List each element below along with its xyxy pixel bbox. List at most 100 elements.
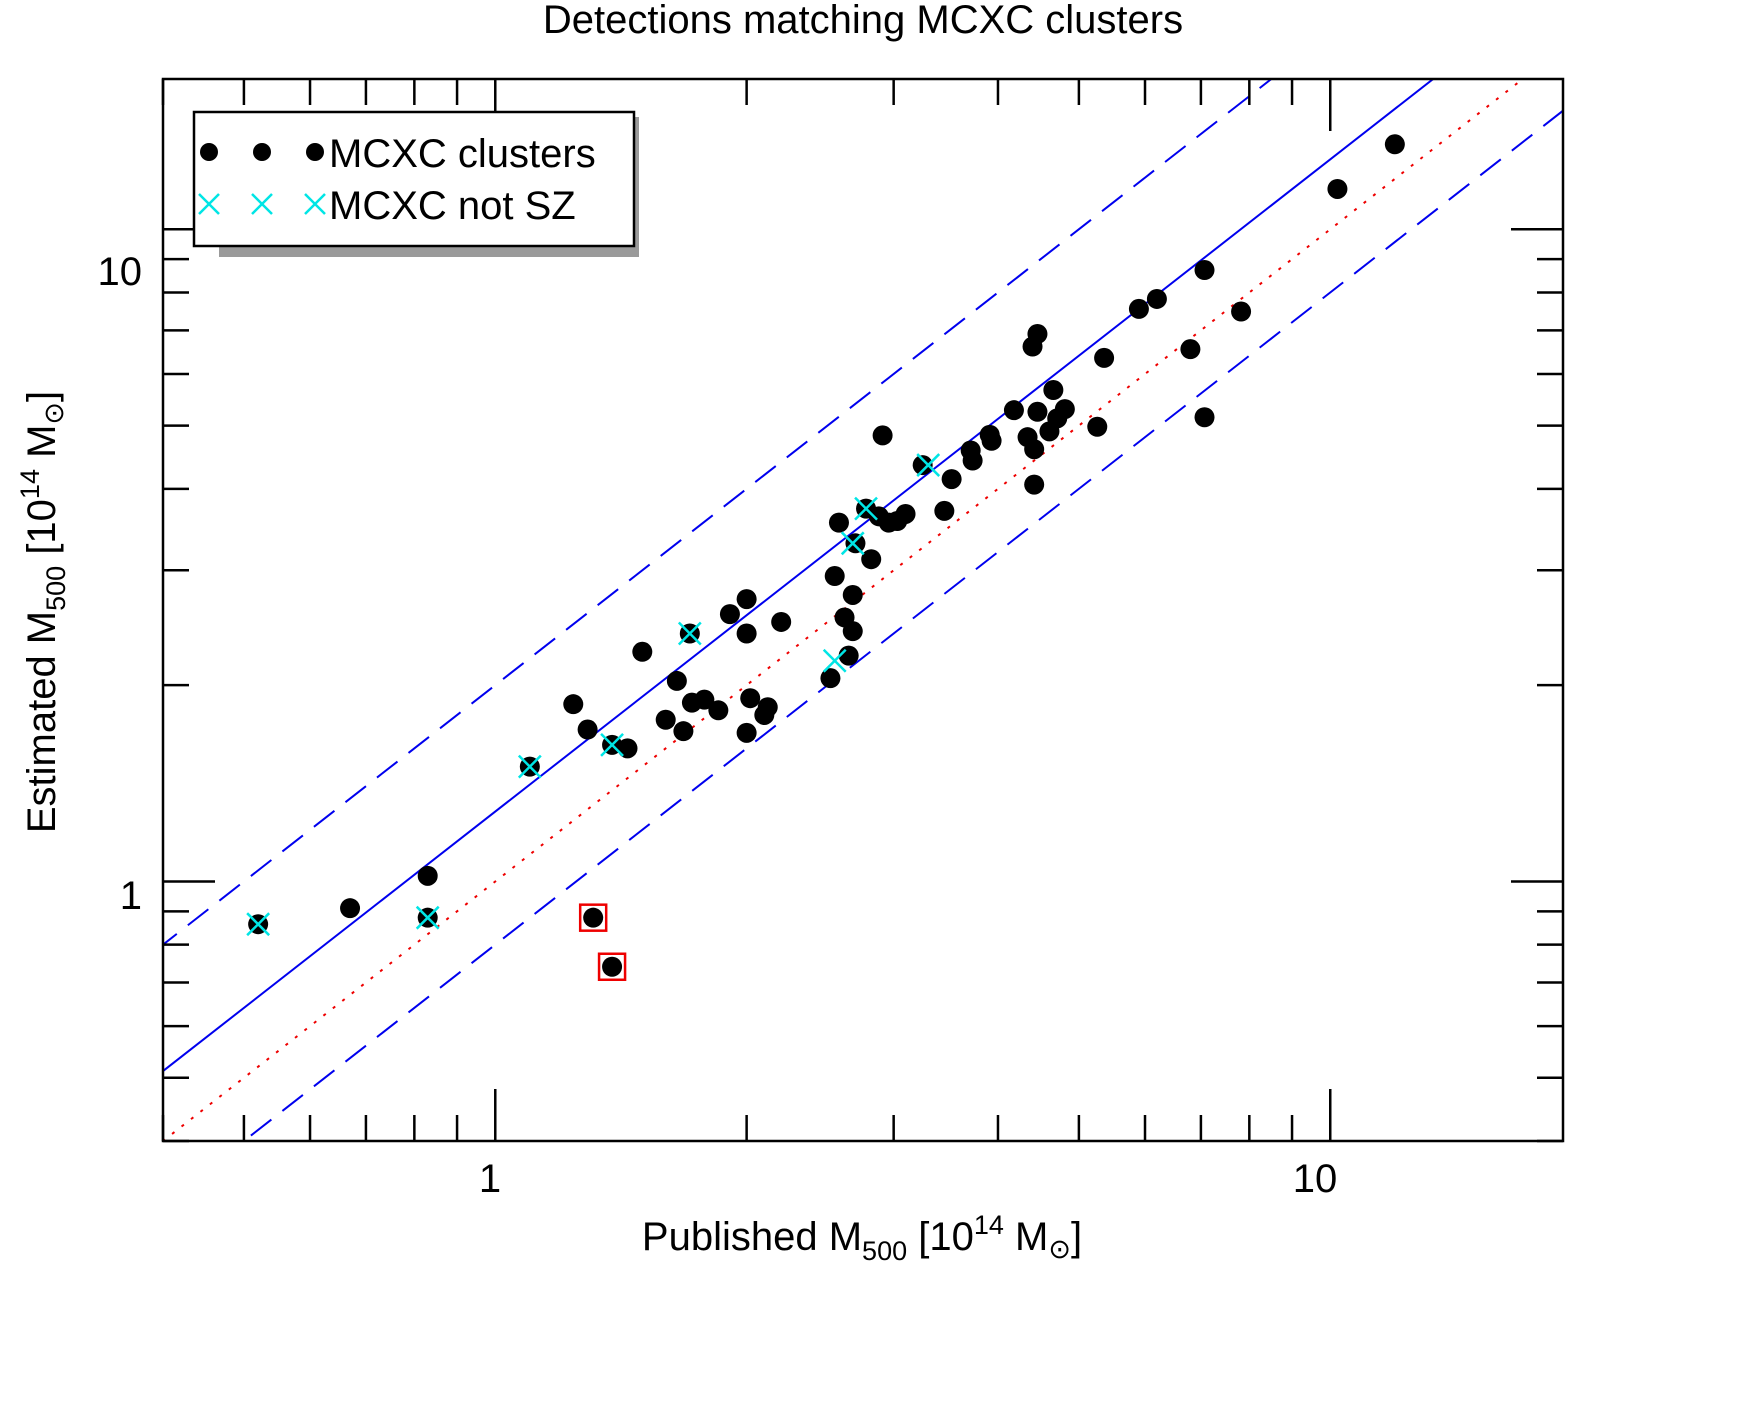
not-sz-marker [246, 912, 271, 937]
legend-markers-x [198, 193, 326, 215]
cluster-point [1027, 323, 1048, 344]
y-axis-label-main: Estimated M [20, 611, 64, 833]
cluster-point [708, 700, 729, 721]
y-axis-label-sub: 500 [41, 566, 71, 611]
cluster-point [912, 455, 933, 476]
not-sz-marker [517, 754, 542, 779]
cluster-point [1194, 407, 1215, 428]
legend-marker-circle [200, 143, 218, 161]
cluster-point [962, 450, 983, 471]
legend-marker-x [198, 193, 220, 215]
cluster-point [1146, 288, 1167, 309]
y-axis-label-sun: ⊙ [39, 402, 69, 425]
not-sz-marker [822, 648, 847, 673]
legend-marker-circle [253, 143, 271, 161]
cluster-point [1003, 400, 1024, 421]
plot-frame [161, 77, 1565, 1143]
cluster-point [736, 589, 757, 610]
reference-line-fit [163, 79, 1435, 1073]
cluster-point [981, 430, 1002, 451]
legend-marker-circle [306, 143, 324, 161]
cluster-point [1043, 380, 1064, 401]
cluster-point [872, 425, 893, 446]
cluster-point [673, 721, 694, 742]
cluster-point [617, 738, 638, 759]
cluster-point [1180, 339, 1201, 360]
not-sz-marker [415, 905, 440, 930]
highlight-square [578, 903, 608, 932]
x-axis-label: Published M500 [1014 M⊙] [642, 1210, 1082, 1266]
x-axis-label-open: [10 [907, 1215, 974, 1259]
reference-line-upper-envelope [163, 79, 1273, 946]
cluster-point [719, 604, 740, 625]
cluster-point [1024, 439, 1045, 460]
x-axis-label-close: ] [1071, 1215, 1082, 1259]
cluster-point [771, 611, 792, 632]
y-axis-label-sup: 14 [15, 469, 45, 499]
y-axis-label-open: [10 [20, 499, 64, 566]
cluster-point [828, 512, 849, 533]
cluster-point [602, 956, 623, 977]
cluster-point [842, 584, 863, 605]
y-axis-label-unit: M [20, 425, 64, 469]
cluster-point [895, 503, 916, 524]
cluster-point [1231, 301, 1252, 322]
x-axis-label-main: Published M [642, 1215, 862, 1259]
cluster-point [655, 709, 676, 730]
cluster-point [736, 623, 757, 644]
cluster-point [740, 688, 761, 709]
x-axis-label-sub: 500 [862, 1236, 907, 1266]
cluster-point [1087, 416, 1108, 437]
x-tick-label-10: 10 [1293, 1157, 1338, 1201]
cluster-point [1024, 474, 1045, 495]
y-axis-label: Estimated M500 [1014 M⊙] [15, 391, 71, 833]
legend-marker-x [304, 193, 326, 215]
chart-title: Detections matching MCXC clusters [543, 0, 1183, 42]
cluster-point [694, 689, 715, 710]
legend-marker-x [251, 193, 273, 215]
not-sz-marker [600, 732, 624, 757]
reference-lines [163, 79, 1563, 1141]
x-axis-label-unit: M [1004, 1215, 1048, 1259]
x-axis-label-sun: ⊙ [1048, 1234, 1071, 1264]
legend-label-not-sz: MCXC not SZ [329, 184, 576, 228]
cluster-point [563, 694, 584, 715]
reference-line-lower-envelope [242, 109, 1563, 1141]
not-sz-marker [854, 496, 878, 521]
cluster-point [838, 645, 859, 666]
not-sz-marker [840, 531, 865, 556]
cluster-point [1128, 298, 1149, 319]
cluster-point [736, 722, 757, 743]
data-points [246, 134, 1405, 982]
cluster-point [757, 697, 778, 718]
cluster-point [941, 469, 962, 490]
cluster-point [340, 898, 361, 919]
not-sz-marker [677, 621, 702, 646]
cluster-point [842, 621, 863, 642]
cluster-point [417, 865, 438, 886]
legend-box [192, 110, 636, 248]
cluster-point [845, 533, 866, 554]
cluster-point [1094, 347, 1115, 368]
legend-label-clusters: MCXC clusters [329, 132, 596, 176]
x-tick-label-1: 1 [479, 1157, 501, 1201]
cluster-point [632, 641, 653, 662]
legend: MCXC clusters MCXC not SZ [192, 110, 639, 257]
x-axis-label-sup: 14 [974, 1210, 1004, 1240]
cluster-point [1327, 178, 1348, 199]
not-sz-marker [916, 453, 941, 477]
cluster-point [577, 719, 598, 740]
cluster-point [1194, 260, 1215, 281]
cluster-point [861, 549, 882, 570]
highlight-square [597, 952, 627, 982]
cluster-point [583, 907, 604, 928]
cluster-point [666, 670, 687, 691]
cluster-point [1027, 401, 1048, 422]
y-axis-label-group: Estimated M500 [1014 M⊙] [15, 391, 71, 833]
y-tick-label-10: 10 [98, 250, 143, 294]
y-tick-label-1: 1 [120, 874, 142, 918]
cluster-point [934, 500, 955, 521]
cluster-point [1384, 134, 1405, 155]
cluster-point [820, 668, 841, 689]
